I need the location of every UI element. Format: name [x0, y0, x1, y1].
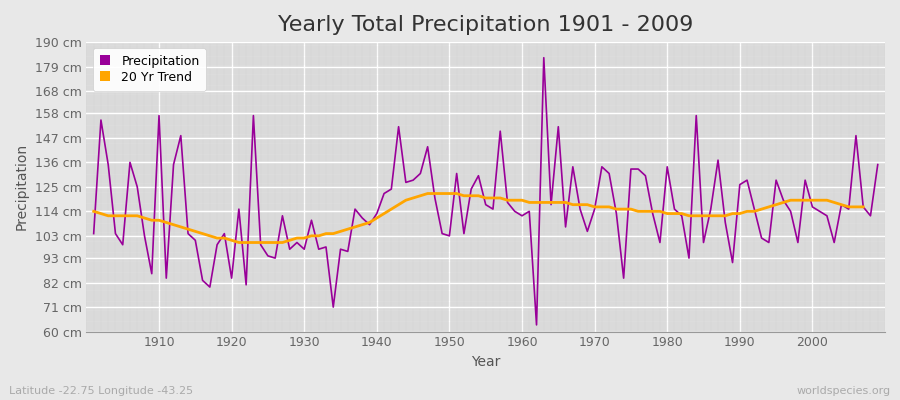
- Text: worldspecies.org: worldspecies.org: [796, 386, 891, 396]
- Title: Yearly Total Precipitation 1901 - 2009: Yearly Total Precipitation 1901 - 2009: [278, 15, 693, 35]
- Y-axis label: Precipitation: Precipitation: [15, 143, 29, 230]
- Legend: Precipitation, 20 Yr Trend: Precipitation, 20 Yr Trend: [93, 48, 206, 91]
- Text: Latitude -22.75 Longitude -43.25: Latitude -22.75 Longitude -43.25: [9, 386, 194, 396]
- X-axis label: Year: Year: [471, 355, 500, 369]
